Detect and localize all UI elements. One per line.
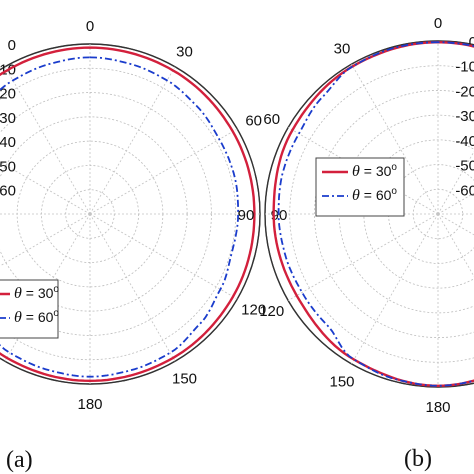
radial-tick-label: -60 (0, 183, 16, 200)
series-line-2 (0, 56, 239, 378)
radial-tick-label: -40 (455, 133, 474, 150)
angle-tick-label: 30 (334, 41, 351, 58)
radial-tick-label: -50 (0, 158, 16, 175)
legend-entry-label: θ = 30o (14, 284, 59, 302)
radial-tick-label: -60 (455, 182, 474, 199)
grid-spoke (437, 213, 474, 236)
series-line-2 (277, 41, 474, 387)
grid-spoke (437, 213, 474, 278)
angle-tick-label: 60 (245, 113, 262, 130)
radial-tick-label: 0 (469, 34, 474, 51)
angle-tick-label: 0 (434, 15, 442, 32)
angle-tick-label: 180 (77, 396, 102, 413)
angle-tick-label: 60 (263, 111, 280, 128)
radial-tick-label: -10 (455, 59, 474, 76)
grid-spoke (0, 161, 91, 215)
legend: θ = 30o θ = 60o (315, 157, 405, 217)
grid-spoke (287, 127, 439, 215)
polar-panel-2: 0 -10 -20 -30 -40 -50 -60 0 30 60 90 120 150 180 θ = 3… (238, 15, 474, 472)
angle-tick-label: 0 (86, 18, 94, 35)
grid-spoke (89, 213, 176, 362)
angle-tick-label: 90 (238, 207, 255, 224)
grid-spoke (287, 213, 439, 301)
grid-spoke (437, 192, 474, 215)
legend: θ = 30o θ = 60o (0, 279, 59, 339)
grid-spoke (89, 213, 238, 300)
grid-spoke (437, 150, 474, 215)
radial-tick-label: -50 (455, 158, 474, 175)
radial-tick-label: -40 (0, 134, 16, 151)
radial-tick-label: -20 (0, 86, 16, 103)
radial-tick-label: -20 (455, 83, 474, 100)
grid-spoke (0, 213, 91, 267)
legend-box (0, 279, 59, 339)
series-line-1 (0, 46, 256, 383)
grid-spoke (351, 213, 439, 365)
radial-tick-label: -30 (455, 108, 474, 125)
angle-tick-label: 120 (259, 303, 284, 320)
radial-tick-label: 0 (8, 37, 16, 54)
legend-entry-label: θ = 60o (14, 308, 59, 326)
grid-spoke (89, 66, 176, 215)
angle-tick-label: 150 (329, 373, 354, 390)
legend-entry-label: θ = 30o (352, 162, 397, 180)
radial-tick-label: -30 (0, 110, 16, 127)
angle-tick-label: 150 (172, 371, 197, 388)
grid-spoke (351, 63, 439, 215)
grid-circle (338, 114, 474, 314)
legend-entry-label: θ = 60o (352, 186, 397, 204)
angle-tick-label: 30 (176, 43, 193, 60)
grid-circle (314, 90, 474, 338)
angle-tick-label: 180 (425, 399, 450, 416)
legend-box (315, 157, 405, 217)
series-line-1 (272, 40, 474, 388)
grid-spoke (4, 66, 91, 215)
angle-tick-label: 120 (241, 302, 266, 319)
panel-label: (b) (404, 446, 432, 472)
grid-spoke (89, 128, 238, 215)
panel-label: (a) (6, 447, 33, 473)
